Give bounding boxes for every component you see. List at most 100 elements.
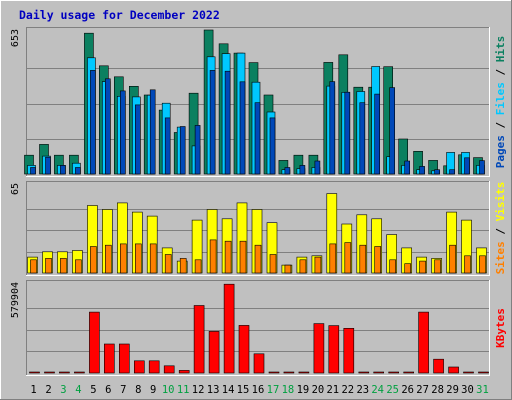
legend-sites: Sites (494, 241, 507, 274)
visitors-legend: Sites / Visits (494, 182, 507, 275)
volume-kbytes-bar-29 (448, 366, 459, 374)
volume-kbytes-bar-4 (74, 371, 85, 374)
x-tick-label-28: 28 (431, 384, 444, 396)
volume-kbytes-bar-2 (44, 371, 55, 374)
traffic-pages-bar-30 (464, 157, 470, 175)
volume-legend: KBytes (494, 308, 507, 348)
visitors-sites-bar-28 (434, 259, 441, 274)
traffic-pages-bar-8 (135, 104, 141, 175)
x-tick-label-9: 9 (150, 384, 156, 396)
x-tick-label-27: 27 (416, 384, 429, 396)
visitors-sites-bar-1 (30, 259, 37, 274)
traffic-pages-bar-15 (239, 81, 246, 175)
visitors-sites-bar-3 (60, 258, 67, 274)
volume-kbytes-bar-1 (29, 371, 40, 374)
legend-files: Files (494, 82, 507, 115)
volume-kbytes-bar-24 (373, 371, 385, 374)
volume-kbytes-bar-21 (328, 325, 340, 374)
volume-kbytes-bar-22 (343, 327, 355, 374)
volume-kbytes-bar-14 (223, 283, 235, 374)
volume-kbytes-bar-28 (433, 358, 444, 374)
volume-kbytes-bar-11 (178, 370, 190, 374)
visitors-sites-bar-29 (449, 244, 456, 274)
traffic-pages-bar-24 (374, 93, 381, 175)
volume-kbytes-bar-17 (268, 371, 280, 374)
x-tick-label-4: 4 (75, 384, 81, 396)
visitors-sites-bar-9 (149, 243, 157, 274)
volume-kbytes-bar-7 (119, 343, 130, 374)
traffic-pages-bar-13 (209, 70, 216, 175)
visitors-sites-bar-15 (239, 240, 247, 274)
traffic-pages-bar-25 (389, 87, 396, 175)
visitors-sites-bar-13 (209, 239, 217, 274)
visitors-sites-bar-5 (90, 246, 97, 274)
volume-kbytes-bar-27 (418, 311, 429, 374)
traffic-pages-bar-9 (149, 89, 156, 175)
visitors-sites-bar-7 (120, 243, 127, 274)
visitors-panel: 65 Sites / Visits (10, 181, 507, 276)
volume-kbytes-bar-13 (208, 331, 220, 374)
volume-max-label: 579904 (10, 282, 21, 318)
x-tick-label-2: 2 (45, 384, 51, 396)
x-tick-label-7: 7 (120, 384, 126, 396)
visitors-sites-bar-16 (254, 244, 262, 274)
visitors-sites-bar-11 (179, 258, 187, 274)
x-tick-label-10: 10 (162, 384, 175, 396)
chart-title: Daily usage for December 2022 (19, 8, 220, 22)
x-tick-label-25: 25 (386, 384, 399, 396)
visitors-sites-bar-31 (479, 255, 486, 274)
traffic-pages-bar-23 (359, 102, 366, 175)
traffic-pages-bar-20 (314, 160, 321, 175)
x-tick-label-14: 14 (222, 384, 235, 396)
traffic-pages-bar-19 (299, 165, 306, 175)
visitors-sites-bar-12 (194, 259, 202, 274)
traffic-pages-bar-16 (254, 102, 261, 175)
traffic-pages-bar-22 (344, 91, 351, 175)
volume-kbytes-bar-18 (283, 371, 295, 374)
volume-kbytes-bar-30 (463, 371, 474, 374)
x-tick-label-12: 12 (192, 384, 205, 396)
visitors-sites-bar-14 (224, 240, 232, 274)
x-tick-label-6: 6 (105, 384, 111, 396)
x-tick-label-21: 21 (326, 384, 339, 396)
legend-visits: Visits (494, 182, 507, 222)
x-tick-label-11: 11 (177, 384, 190, 396)
traffic-pages-bar-6 (105, 78, 111, 175)
x-tick-label-15: 15 (237, 384, 250, 396)
visitors-sites-bar-17 (269, 254, 277, 274)
legend-separator: / (494, 62, 507, 82)
volume-kbytes-bar-5 (89, 311, 100, 374)
traffic-pages-bar-2 (45, 156, 51, 175)
volume-kbytes-bar-31 (478, 371, 489, 374)
x-tick-label-5: 5 (90, 384, 96, 396)
visitors-sites-bar-21 (329, 243, 337, 274)
x-tick-label-3: 3 (60, 384, 66, 396)
x-tick-label-8: 8 (135, 384, 141, 396)
traffic-pages-bar-4 (75, 167, 81, 175)
volume-kbytes-bar-10 (163, 365, 175, 374)
volume-kbytes-bar-26 (403, 371, 415, 374)
visitors-sites-bar-18 (284, 264, 292, 274)
volume-kbytes-bar-20 (313, 323, 325, 374)
volume-kbytes-bar-9 (148, 360, 160, 374)
legend-pages: Pages (494, 135, 507, 168)
legend-separator: / (494, 221, 507, 241)
traffic-panel: 653 Pages / Files / Hits (10, 27, 507, 177)
visitors-sites-bar-23 (359, 244, 367, 274)
visitors-sites-bar-30 (464, 255, 471, 274)
legend-hits: Hits (494, 36, 507, 63)
traffic-pages-bar-11 (179, 126, 186, 175)
volume-kbytes-bar-8 (134, 360, 145, 374)
visitors-sites-bar-22 (344, 242, 352, 274)
traffic-max-label: 653 (10, 29, 21, 47)
x-tick-label-29: 29 (446, 384, 459, 396)
x-tick-label-24: 24 (371, 384, 384, 396)
visitors-sites-bar-19 (299, 259, 307, 274)
volume-kbytes-bar-6 (104, 343, 115, 374)
visitors-sites-bar-6 (105, 244, 112, 274)
traffic-pages-bar-5 (90, 70, 96, 175)
volume-kbytes-bar-12 (193, 305, 205, 374)
x-tick-label-18: 18 (282, 384, 295, 396)
x-tick-label-16: 16 (252, 384, 265, 396)
traffic-pages-bar-29 (449, 169, 455, 175)
